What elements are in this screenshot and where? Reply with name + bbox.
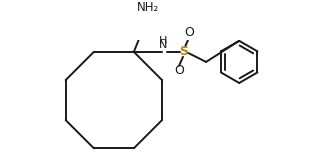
- Text: S: S: [180, 45, 188, 58]
- Text: O: O: [174, 65, 184, 77]
- Text: N: N: [159, 40, 168, 50]
- Text: O: O: [184, 26, 194, 39]
- Text: NH₂: NH₂: [137, 1, 159, 14]
- Text: H: H: [159, 36, 168, 46]
